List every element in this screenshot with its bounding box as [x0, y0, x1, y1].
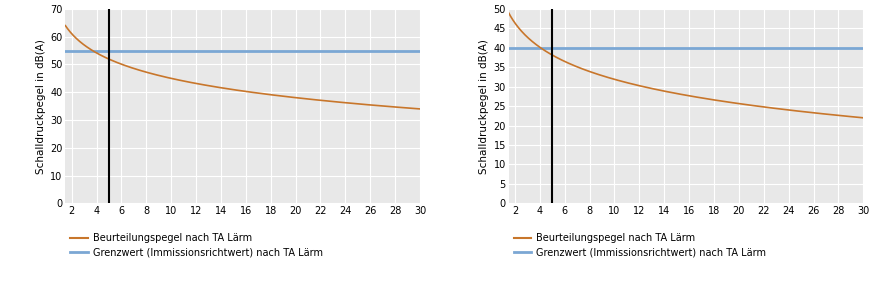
Y-axis label: Schalldruckpegel in dB(A): Schalldruckpegel in dB(A) — [36, 39, 46, 174]
Legend: Beurteilungspegel nach TA Lärm, Grenzwert (Immissionsrichtwert) nach TA Lärm: Beurteilungspegel nach TA Lärm, Grenzwer… — [71, 234, 323, 257]
Y-axis label: Schalldruckpegel in dB(A): Schalldruckpegel in dB(A) — [480, 39, 489, 174]
Legend: Beurteilungspegel nach TA Lärm, Grenzwert (Immissionsrichtwert) nach TA Lärm: Beurteilungspegel nach TA Lärm, Grenzwer… — [514, 234, 766, 257]
